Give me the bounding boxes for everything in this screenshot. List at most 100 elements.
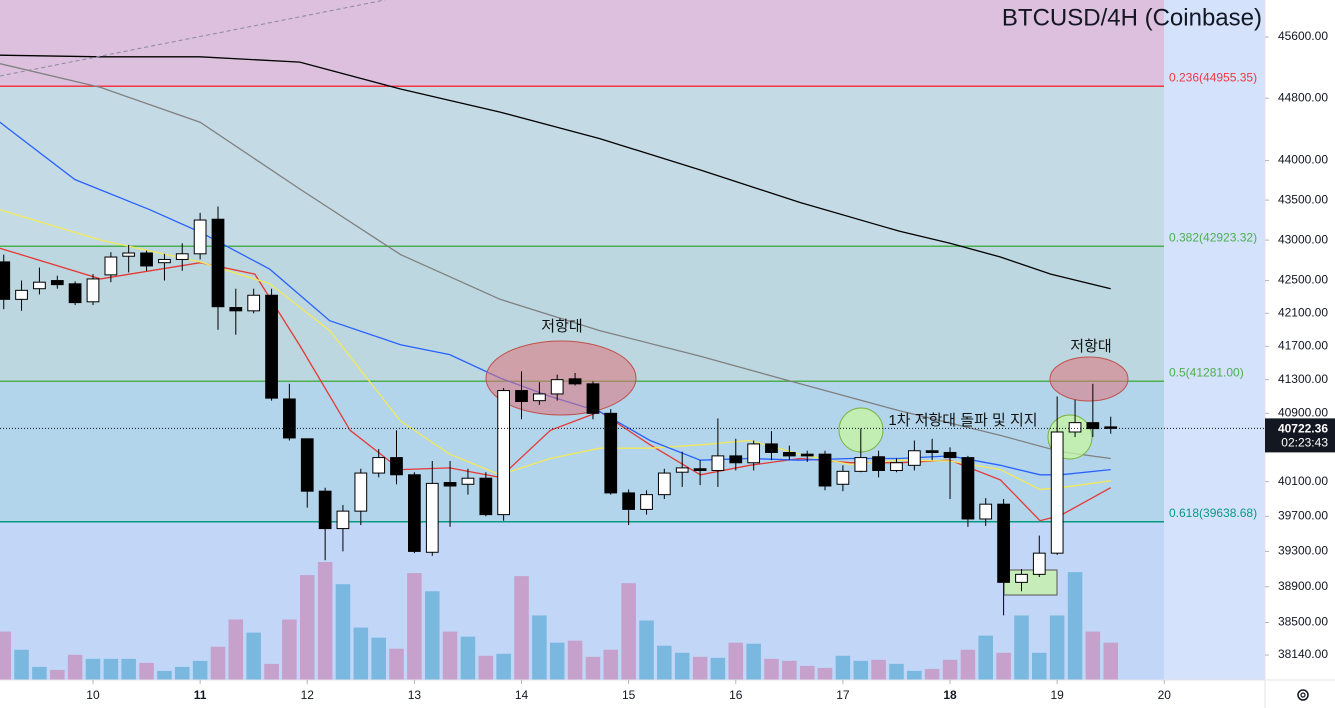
candle-body xyxy=(158,258,171,264)
x-tick-label: 19 xyxy=(1050,688,1064,702)
candle-body xyxy=(461,477,475,485)
candle-body xyxy=(247,294,261,312)
candle-body xyxy=(693,468,707,471)
candle-body xyxy=(300,438,314,492)
fib-label: 0.236(44955.35) xyxy=(1169,70,1257,84)
x-tick-label: 11 xyxy=(194,688,207,702)
settings-gear[interactable] xyxy=(1297,689,1309,701)
x-tick-label: 13 xyxy=(408,688,422,702)
y-tick-label: 39300.00 xyxy=(1278,544,1328,558)
y-tick-label: 43000.00 xyxy=(1278,232,1328,246)
volume-bar xyxy=(103,658,119,680)
countdown-label: 02:23:43 xyxy=(1281,436,1328,450)
volume-bar xyxy=(14,649,29,680)
volume-bar xyxy=(67,654,83,680)
volume-bar xyxy=(942,659,958,680)
volume-bar xyxy=(978,635,993,680)
x-tick-label: 16 xyxy=(729,688,743,702)
volume-bar xyxy=(157,670,172,680)
moving-average xyxy=(0,209,1111,491)
volume-bar xyxy=(710,657,726,680)
volume-bar xyxy=(782,660,797,680)
candle-body xyxy=(336,510,350,530)
candle-body xyxy=(50,280,64,286)
y-tick-label: 42500.00 xyxy=(1278,273,1328,287)
volume-bar xyxy=(85,658,101,680)
y-tick-label: 44000.00 xyxy=(1278,153,1328,167)
volume-bar xyxy=(1031,652,1047,680)
x-tick-label: 18 xyxy=(943,688,957,702)
volume-bar xyxy=(907,670,922,680)
y-tick-label: 41300.00 xyxy=(1278,372,1328,386)
candle-body xyxy=(33,281,46,290)
moving-average xyxy=(0,121,1111,476)
candle-body xyxy=(86,278,100,303)
volume-bar xyxy=(639,620,654,680)
volume-bar xyxy=(960,649,976,680)
y-tick-label: 43500.00 xyxy=(1278,192,1328,206)
candle-body xyxy=(818,453,832,487)
volume-bar xyxy=(264,663,279,680)
candle-body xyxy=(425,482,439,553)
x-tick-label: 12 xyxy=(301,688,315,702)
volume-bar xyxy=(549,642,565,680)
y-tick-label: 42100.00 xyxy=(1278,305,1328,319)
volume-bar xyxy=(764,658,779,680)
fib-label: 0.618(39638.68) xyxy=(1169,506,1257,520)
candle-body xyxy=(925,450,939,453)
volume-bar xyxy=(442,631,458,680)
settings-icon[interactable] xyxy=(1297,689,1309,701)
volume-bar xyxy=(50,669,65,680)
annotation: 1차 저항대 돌파 및 지지 xyxy=(888,412,1037,429)
x-tick-label: 20 xyxy=(1158,688,1172,702)
candle-body xyxy=(408,474,421,552)
x-tick-label: 17 xyxy=(836,688,850,702)
candle-body xyxy=(872,456,885,471)
volume-bar xyxy=(335,584,351,680)
volume-bar xyxy=(228,619,244,680)
x-tick-label: 10 xyxy=(86,688,100,702)
volume-bar xyxy=(496,653,511,680)
volume-bar xyxy=(996,652,1011,680)
candle-body xyxy=(747,443,761,464)
candle-body xyxy=(997,503,1010,583)
volume-bar xyxy=(407,573,422,680)
settings-gear-hub[interactable] xyxy=(1300,692,1306,698)
time-axis xyxy=(0,680,1265,708)
candle-body xyxy=(282,398,296,439)
price-axis xyxy=(1265,0,1335,708)
candle-body xyxy=(979,503,993,520)
candle-body xyxy=(729,455,743,464)
candle-body xyxy=(1086,422,1100,430)
volume-bar xyxy=(728,642,744,680)
fib-label: 0.382(42923.32) xyxy=(1169,230,1257,244)
volume-bar xyxy=(210,646,226,680)
volume-bar xyxy=(532,615,547,680)
moving-average xyxy=(0,54,1111,290)
volume-bar xyxy=(746,643,761,680)
volume-bar xyxy=(621,583,636,680)
volume-bar xyxy=(121,658,136,680)
last-price-tag xyxy=(1265,418,1335,453)
volume-bar xyxy=(317,562,333,680)
fib-label: 0.5(41281.00) xyxy=(1169,365,1244,379)
candle-body xyxy=(229,307,243,312)
y-tick-label: 38140.00 xyxy=(1278,647,1328,661)
volume-bar xyxy=(871,659,886,680)
candle-body xyxy=(586,383,600,414)
y-tick-label: 40900.00 xyxy=(1278,406,1328,420)
candle-body xyxy=(15,289,28,300)
volume-bar xyxy=(389,648,404,680)
x-tick-label: 14 xyxy=(515,688,529,702)
candle-body xyxy=(68,283,82,304)
volume-bar xyxy=(817,667,833,680)
candle-body xyxy=(907,450,921,466)
candle-body xyxy=(675,467,689,473)
candle-body xyxy=(961,457,975,520)
volume-bar xyxy=(353,627,369,680)
trend-line xyxy=(0,0,386,77)
y-tick-label: 45600.00 xyxy=(1278,29,1328,43)
candle-body xyxy=(354,472,368,512)
bottom-box xyxy=(1003,569,1058,596)
fib-zone xyxy=(0,0,1164,87)
